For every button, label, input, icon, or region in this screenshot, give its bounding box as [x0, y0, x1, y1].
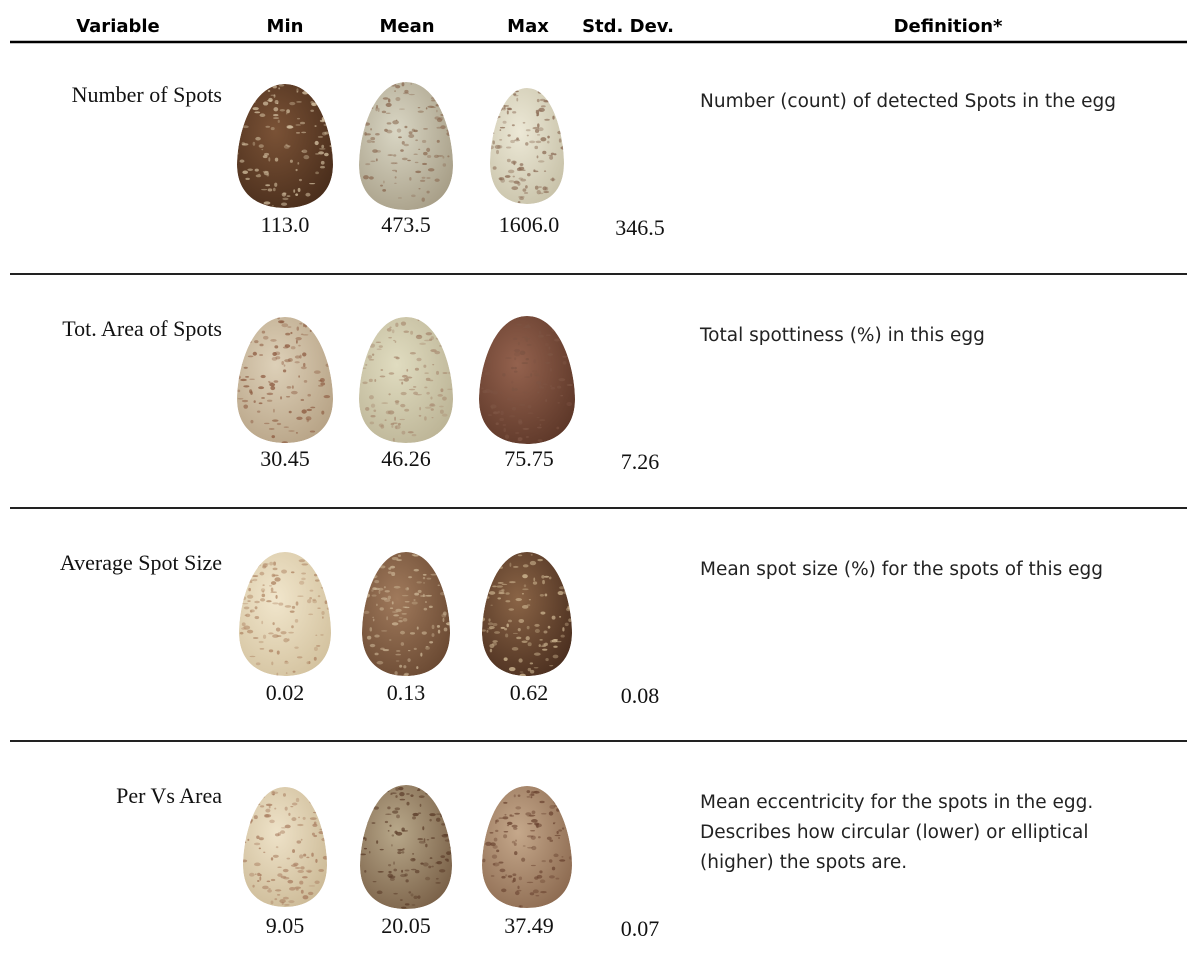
value-mean: 46.26 [381, 446, 431, 471]
egg-image [360, 785, 452, 909]
definition: (higher) the spots are. [700, 852, 907, 873]
column-header: Max [507, 16, 549, 37]
column-header: Variable [76, 16, 160, 37]
value-mean: 20.05 [381, 913, 431, 938]
egg-image [243, 787, 327, 907]
value-max: 37.49 [504, 913, 554, 938]
egg-image [237, 84, 333, 208]
egg-image [362, 552, 450, 676]
egg-image [239, 552, 331, 676]
egg-image [482, 552, 572, 676]
column-header: Min [267, 16, 304, 37]
variable-name: Tot. Area of Spots [62, 316, 222, 341]
definition: Describes how circular (lower) or ellipt… [700, 822, 1089, 843]
value-min: 0.02 [266, 680, 305, 705]
value-mean: 473.5 [381, 212, 431, 237]
variable-name: Per Vs Area [116, 783, 222, 808]
value-mean: 0.13 [387, 680, 426, 705]
value-max: 75.75 [504, 446, 554, 471]
value-min: 30.45 [260, 446, 310, 471]
definition: Total spottiness (%) in this egg [699, 325, 985, 346]
egg-image [482, 786, 572, 908]
value-std-dev: 346.5 [615, 215, 665, 240]
column-header: Mean [379, 16, 434, 37]
definition: Mean eccentricity for the spots in the e… [700, 792, 1093, 813]
value-min: 113.0 [261, 212, 310, 237]
value-max: 1606.0 [499, 212, 560, 237]
egg-image [237, 317, 333, 443]
value-std-dev: 0.08 [621, 683, 660, 708]
value-std-dev: 0.07 [621, 916, 660, 941]
definition: Number (count) of detected Spots in the … [700, 91, 1116, 112]
variable-name: Number of Spots [72, 82, 222, 107]
value-max: 0.62 [510, 680, 549, 705]
value-std-dev: 7.26 [621, 449, 660, 474]
value-min: 9.05 [266, 913, 305, 938]
variable-name: Average Spot Size [60, 550, 222, 575]
definition: Mean spot size (%) for the spots of this… [700, 559, 1103, 580]
egg-image [359, 317, 453, 443]
egg-image [490, 88, 564, 204]
egg-image [359, 82, 453, 210]
column-header: Definition* [894, 16, 1003, 37]
column-header: Std. Dev. [582, 16, 674, 37]
